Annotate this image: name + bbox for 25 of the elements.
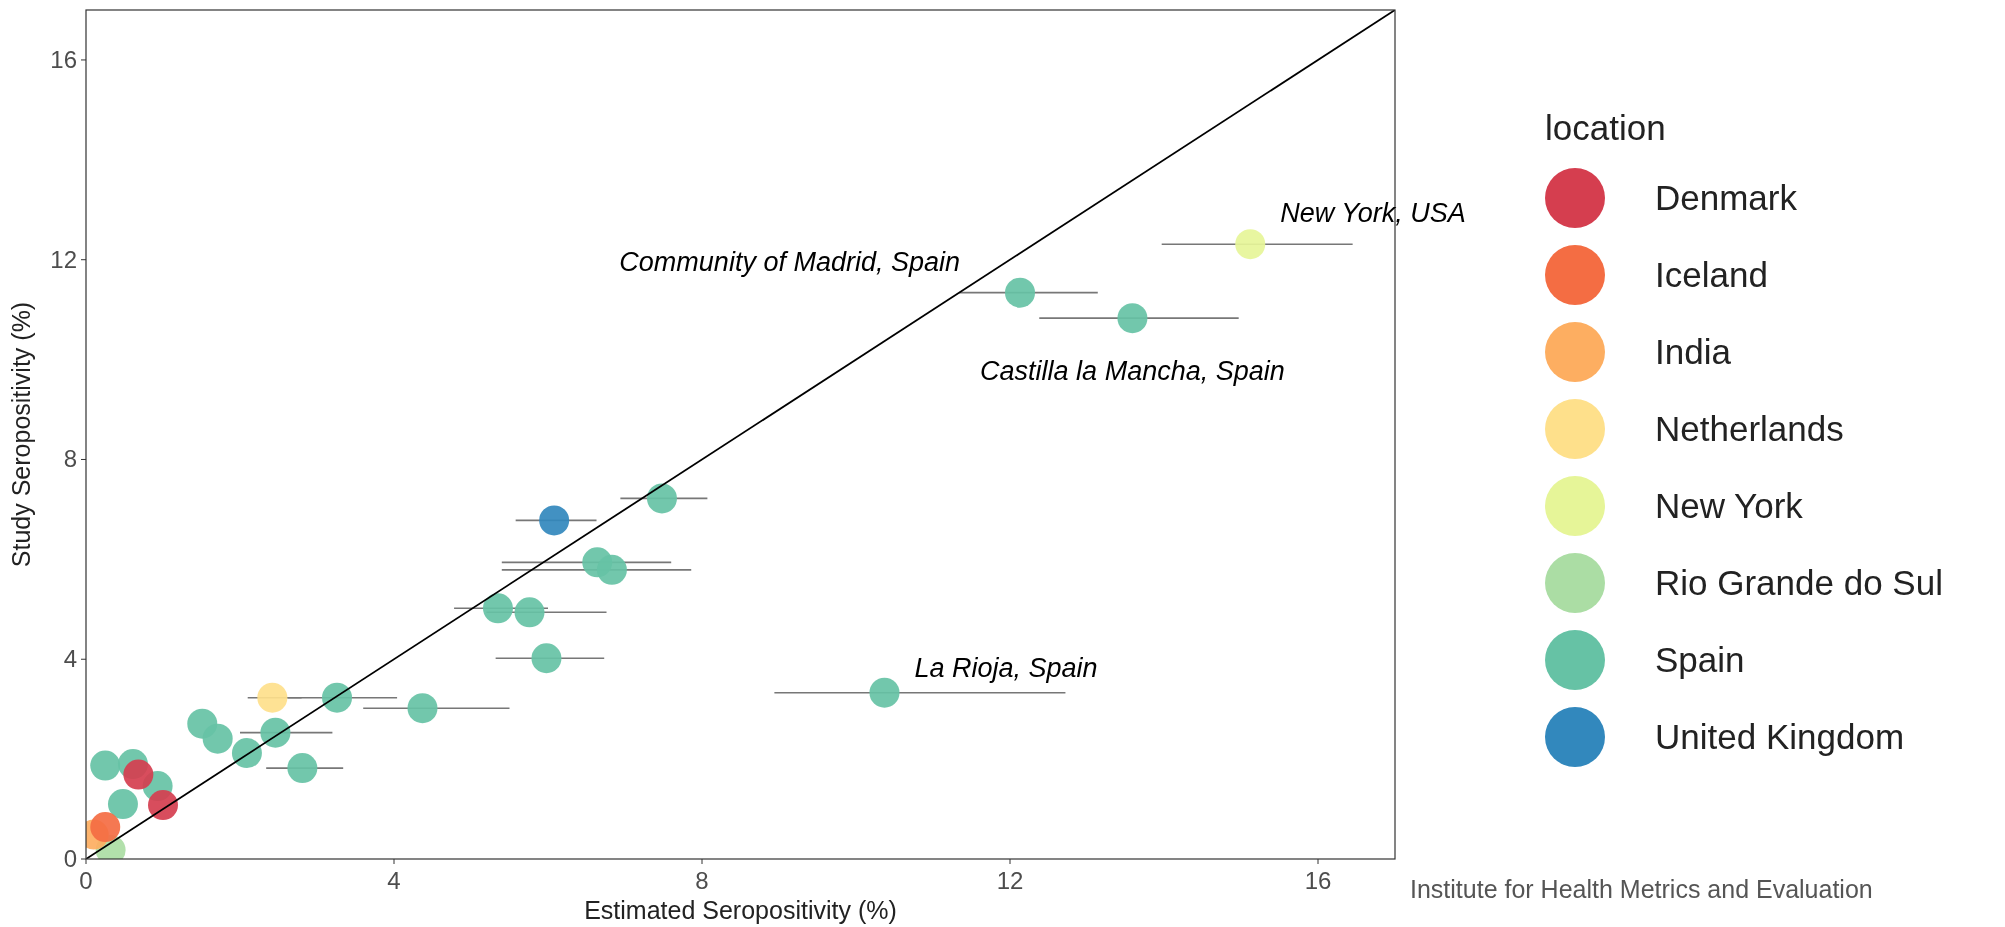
legend-label: Netherlands xyxy=(1655,409,1844,448)
y-tick-label: 12 xyxy=(50,245,77,273)
y-tick-label: 8 xyxy=(63,445,77,473)
y-axis-title: Study Seropositivity (%) xyxy=(7,301,35,568)
legend-label: United Kingdom xyxy=(1655,717,1905,756)
annotation: Community of Madrid, Spain xyxy=(619,246,961,277)
legend-label: Spain xyxy=(1655,640,1745,679)
annotation: Castilla la Mancha, Spain xyxy=(980,356,1285,387)
annotation: New York, USA xyxy=(1280,198,1466,229)
legend-label: India xyxy=(1655,332,1732,371)
x-tick-label: 16 xyxy=(1304,867,1332,894)
x-tick-label: 4 xyxy=(387,867,401,894)
y-tick-label: 16 xyxy=(50,45,77,73)
y-tick-label: 0 xyxy=(63,845,77,872)
legend-title: location xyxy=(1545,108,1666,147)
annotation: La Rioja, Spain xyxy=(914,652,1098,683)
legend-label: Denmark xyxy=(1655,178,1798,217)
legend-label: Iceland xyxy=(1655,255,1768,294)
legend-label: Rio Grande do Sul xyxy=(1655,563,1943,602)
y-tick-label: 4 xyxy=(63,645,77,673)
x-axis-title: Estimated Seropositivity (%) xyxy=(584,896,897,924)
text: Institute for Health Metrics and Evaluation xyxy=(1410,875,1873,903)
legend-label: New York xyxy=(1655,486,1804,525)
x-tick-label: 12 xyxy=(996,867,1024,894)
x-tick-label: 8 xyxy=(695,867,709,894)
